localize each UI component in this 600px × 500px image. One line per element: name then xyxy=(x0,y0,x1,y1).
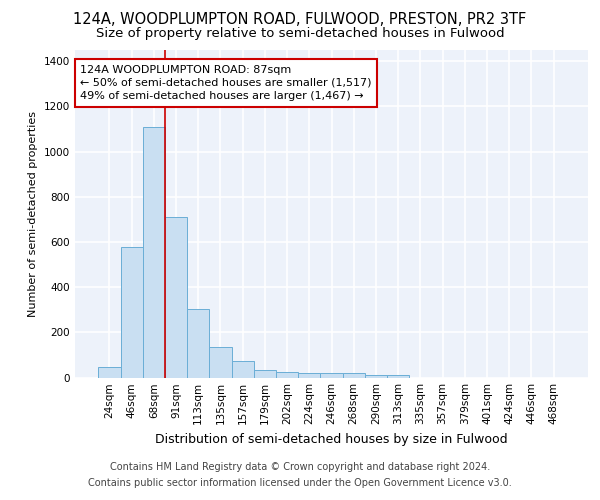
Bar xyxy=(365,375,387,378)
Text: 124A WOODPLUMPTON ROAD: 87sqm
← 50% of semi-detached houses are smaller (1,517)
: 124A WOODPLUMPTON ROAD: 87sqm ← 50% of s… xyxy=(80,64,371,101)
Bar xyxy=(209,348,232,378)
Bar xyxy=(121,247,143,378)
Text: Contains HM Land Registry data © Crown copyright and database right 2024.: Contains HM Land Registry data © Crown c… xyxy=(110,462,490,472)
Bar xyxy=(143,128,165,378)
Text: Contains public sector information licensed under the Open Government Licence v3: Contains public sector information licen… xyxy=(88,478,512,488)
Bar xyxy=(232,361,254,378)
Bar xyxy=(254,370,276,378)
Text: 124A, WOODPLUMPTON ROAD, FULWOOD, PRESTON, PR2 3TF: 124A, WOODPLUMPTON ROAD, FULWOOD, PRESTO… xyxy=(73,12,527,28)
Bar xyxy=(298,373,320,378)
Bar xyxy=(343,373,365,378)
Bar xyxy=(187,308,209,378)
X-axis label: Distribution of semi-detached houses by size in Fulwood: Distribution of semi-detached houses by … xyxy=(155,433,508,446)
Bar xyxy=(387,375,409,378)
Y-axis label: Number of semi-detached properties: Number of semi-detached properties xyxy=(28,111,38,317)
Text: Size of property relative to semi-detached houses in Fulwood: Size of property relative to semi-detach… xyxy=(95,28,505,40)
Bar xyxy=(276,372,298,378)
Bar xyxy=(165,217,187,378)
Bar xyxy=(98,366,121,378)
Bar xyxy=(320,373,343,378)
